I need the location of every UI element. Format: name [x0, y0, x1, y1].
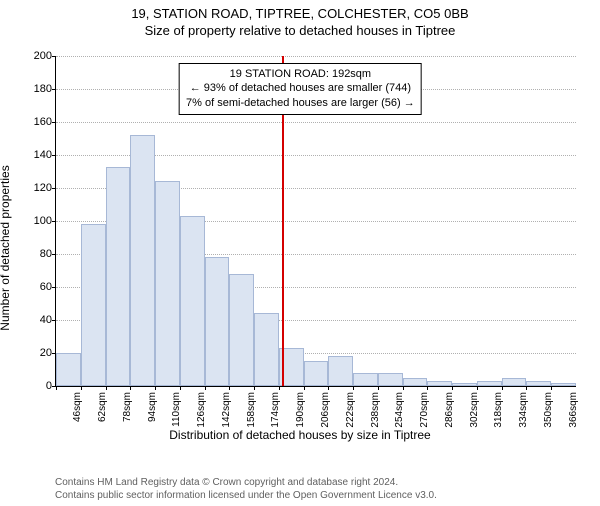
y-tick-label: 60	[40, 281, 52, 293]
histogram-bar	[452, 383, 477, 386]
x-tick-label: 254sqm	[394, 392, 405, 428]
histogram-bar	[155, 181, 180, 386]
x-tick-mark	[180, 386, 181, 390]
y-tick-mark	[52, 221, 56, 222]
y-tick-mark	[52, 155, 56, 156]
annotation-line-2: ← 93% of detached houses are smaller (74…	[186, 81, 415, 96]
y-tick-mark	[52, 188, 56, 189]
x-tick-mark	[279, 386, 280, 390]
x-tick-label: 334sqm	[518, 392, 529, 428]
y-tick-mark	[52, 89, 56, 90]
y-tick-label: 0	[46, 380, 52, 392]
x-tick-mark	[56, 386, 57, 390]
x-tick-label: 46sqm	[72, 392, 83, 422]
x-tick-label: 174sqm	[270, 392, 281, 428]
histogram-bar	[106, 167, 131, 386]
x-tick-label: 78sqm	[122, 392, 133, 422]
histogram-bar	[378, 373, 403, 386]
x-tick-mark	[229, 386, 230, 390]
x-tick-mark	[106, 386, 107, 390]
y-tick-label: 200	[34, 50, 52, 62]
x-axis-label: Distribution of detached houses by size …	[0, 428, 600, 442]
y-tick-mark	[52, 56, 56, 57]
x-tick-mark	[378, 386, 379, 390]
histogram-bar	[81, 224, 106, 386]
histogram-bar	[304, 361, 329, 386]
page-title: 19, STATION ROAD, TIPTREE, COLCHESTER, C…	[0, 6, 600, 21]
histogram-bar	[551, 383, 576, 386]
x-tick-label: 62sqm	[97, 392, 108, 422]
x-tick-mark	[328, 386, 329, 390]
annotation-title: 19 STATION ROAD: 192sqm	[186, 67, 415, 82]
x-tick-label: 158sqm	[246, 392, 257, 428]
y-tick-label: 140	[34, 149, 52, 161]
x-tick-label: 286sqm	[444, 392, 455, 428]
gridline	[56, 56, 576, 57]
histogram-bar	[205, 257, 230, 386]
histogram-bar	[353, 373, 378, 386]
histogram-bar	[526, 381, 551, 386]
x-tick-mark	[452, 386, 453, 390]
y-tick-mark	[52, 254, 56, 255]
x-tick-label: 238sqm	[370, 392, 381, 428]
x-tick-mark	[526, 386, 527, 390]
x-tick-mark	[205, 386, 206, 390]
histogram-bar	[254, 313, 279, 386]
x-tick-mark	[254, 386, 255, 390]
x-tick-label: 94sqm	[147, 392, 158, 422]
histogram-bar	[477, 381, 502, 386]
histogram-plot: 02040608010012014016018020046sqm62sqm78s…	[55, 56, 576, 387]
histogram-bar	[130, 135, 155, 386]
histogram-bar	[328, 356, 353, 386]
histogram-bar	[403, 378, 428, 386]
footer-attribution: Contains HM Land Registry data © Crown c…	[55, 477, 437, 502]
histogram-bar	[180, 216, 205, 386]
footer-line-1: Contains HM Land Registry data © Crown c…	[55, 477, 437, 490]
x-tick-label: 350sqm	[543, 392, 554, 428]
x-tick-mark	[130, 386, 131, 390]
y-tick-label: 20	[40, 347, 52, 359]
y-tick-label: 80	[40, 248, 52, 260]
x-tick-label: 366sqm	[568, 392, 579, 428]
x-tick-label: 206sqm	[320, 392, 331, 428]
x-tick-mark	[502, 386, 503, 390]
x-tick-mark	[551, 386, 552, 390]
x-tick-label: 126sqm	[196, 392, 207, 428]
x-tick-mark	[81, 386, 82, 390]
x-tick-mark	[403, 386, 404, 390]
x-tick-label: 142sqm	[221, 392, 232, 428]
x-tick-label: 318sqm	[493, 392, 504, 428]
footer-line-2: Contains public sector information licen…	[55, 490, 437, 503]
histogram-bar	[56, 353, 81, 386]
x-tick-mark	[427, 386, 428, 390]
x-tick-mark	[353, 386, 354, 390]
y-tick-mark	[52, 320, 56, 321]
x-tick-label: 270sqm	[419, 392, 430, 428]
x-tick-mark	[304, 386, 305, 390]
y-tick-mark	[52, 122, 56, 123]
annotation-box: 19 STATION ROAD: 192sqm← 93% of detached…	[179, 63, 422, 116]
histogram-bar	[427, 381, 452, 386]
x-tick-mark	[155, 386, 156, 390]
x-tick-label: 222sqm	[345, 392, 356, 428]
y-tick-label: 40	[40, 314, 52, 326]
x-tick-label: 110sqm	[171, 392, 182, 427]
y-tick-label: 100	[34, 215, 52, 227]
y-tick-mark	[52, 287, 56, 288]
y-tick-label: 160	[34, 116, 52, 128]
histogram-bar	[229, 274, 254, 386]
page-subtitle: Size of property relative to detached ho…	[0, 23, 600, 38]
x-tick-label: 190sqm	[295, 392, 306, 428]
histogram-bar	[502, 378, 527, 386]
chart-container: Number of detached properties 0204060801…	[0, 48, 600, 448]
x-tick-mark	[477, 386, 478, 390]
y-tick-label: 180	[34, 83, 52, 95]
annotation-line-3: 7% of semi-detached houses are larger (5…	[186, 96, 415, 111]
gridline	[56, 122, 576, 123]
x-tick-label: 302sqm	[469, 392, 480, 428]
y-tick-label: 120	[34, 182, 52, 194]
